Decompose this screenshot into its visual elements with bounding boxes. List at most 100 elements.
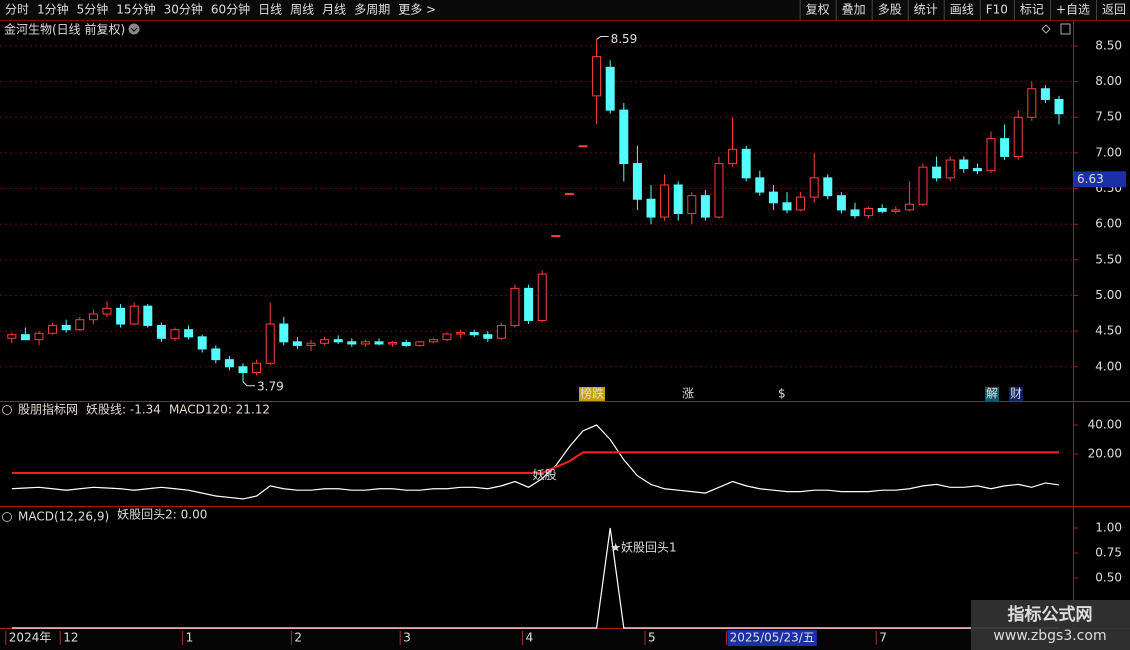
- tool-button[interactable]: 叠加: [842, 3, 866, 17]
- tool-button[interactable]: +自选: [1056, 3, 1090, 17]
- diamond-icon: [1041, 24, 1051, 34]
- watermark-bg: [971, 600, 1130, 650]
- event-bg: [777, 387, 787, 401]
- candle-body: [700, 195, 710, 218]
- event-bg: [681, 387, 696, 401]
- candle-body: [646, 198, 656, 218]
- candle-body: [972, 168, 982, 172]
- candle-body: [605, 66, 615, 111]
- candle-body: [551, 235, 561, 238]
- candle-body: [34, 332, 44, 341]
- candle-body: [20, 334, 30, 341]
- period-tab[interactable]: 更多 >: [398, 3, 436, 17]
- candle-body: [374, 341, 384, 345]
- date-label: 5: [648, 631, 656, 645]
- period-tab[interactable]: 5分钟: [77, 2, 109, 17]
- candle-body: [211, 348, 221, 361]
- period-tab[interactable]: 60分钟: [211, 2, 250, 17]
- candle-body: [388, 342, 398, 345]
- event-marker[interactable]: 财: [1010, 387, 1022, 401]
- indicator-line: [11, 527, 1059, 629]
- y-tick-label: 8.00: [1095, 74, 1122, 88]
- candle-body: [224, 359, 234, 368]
- price-tag-bg: [1074, 171, 1126, 188]
- period-tab[interactable]: 周线: [290, 3, 314, 17]
- max-pointer: [596, 36, 609, 40]
- candle-body: [918, 166, 928, 205]
- period-tab[interactable]: 分时: [5, 3, 29, 17]
- candle-body: [496, 324, 506, 339]
- candle-body: [768, 191, 778, 204]
- tool-button[interactable]: 标记: [1020, 3, 1044, 17]
- candle-body: [252, 362, 262, 373]
- period-tab[interactable]: 多周期: [354, 3, 390, 17]
- tool-button[interactable]: F10: [986, 3, 1008, 17]
- tool-button[interactable]: 返回: [1102, 3, 1126, 17]
- candle-body: [809, 177, 819, 198]
- y-tick-label: 6.00: [1095, 217, 1122, 231]
- max-label: 8.59: [611, 32, 638, 46]
- watermark-url: www.zbgs3.com: [993, 628, 1106, 644]
- event-marker[interactable]: 涨: [682, 386, 694, 401]
- date-label: 7: [879, 631, 887, 645]
- candle-body: [88, 313, 98, 321]
- candle-body: [660, 184, 670, 218]
- event-bg: [1009, 387, 1024, 401]
- period-tab[interactable]: 日线: [258, 3, 282, 17]
- period-tab[interactable]: 30分钟: [164, 2, 203, 17]
- candle-body: [320, 339, 330, 344]
- candle-body: [524, 287, 534, 321]
- candle-body: [823, 177, 833, 197]
- candle-body: [592, 56, 602, 97]
- y-tick-label: 7.50: [1095, 110, 1122, 124]
- date-label: 3: [403, 631, 411, 645]
- event-marker[interactable]: $: [778, 387, 786, 401]
- min-pointer: [242, 381, 255, 387]
- candle-body: [197, 336, 207, 350]
- candle-body: [850, 209, 860, 217]
- candle-body: [428, 339, 438, 343]
- candle-body: [619, 109, 629, 165]
- tool-button[interactable]: 多股: [878, 3, 902, 17]
- y-tick-label: 4.50: [1095, 324, 1122, 338]
- date-label: 12: [63, 631, 78, 645]
- period-tab[interactable]: 1分钟: [37, 2, 69, 17]
- tool-button[interactable]: 复权: [806, 3, 830, 17]
- candle-body: [360, 341, 370, 345]
- event-bg: [985, 387, 1000, 401]
- candle-body: [578, 145, 588, 148]
- candle-body: [932, 166, 942, 179]
- indicator-line: [11, 424, 1060, 500]
- legend-entry: 妖股线: -1.34: [86, 403, 161, 417]
- candle-body: [1000, 138, 1010, 157]
- candle-body: [238, 366, 248, 373]
- candle-body: [116, 307, 126, 325]
- y-tick-label: 0.75: [1095, 546, 1122, 560]
- candle-body: [347, 341, 357, 345]
- candle-body: [442, 333, 452, 341]
- event-marker[interactable]: 榜跌: [580, 386, 604, 401]
- candle-body: [891, 209, 901, 212]
- tool-button[interactable]: 统计: [914, 3, 938, 17]
- candle-body: [537, 273, 547, 321]
- candle-body: [714, 163, 724, 218]
- panel-icon: [1060, 23, 1071, 35]
- candle-body: [687, 195, 697, 214]
- date-label: 4: [526, 631, 534, 645]
- candle-body: [510, 287, 520, 326]
- y-tick-label: 5.00: [1095, 288, 1122, 302]
- candle-body: [1040, 88, 1050, 100]
- y-tick-label: 7.00: [1095, 145, 1122, 159]
- period-tab[interactable]: 15分钟: [116, 2, 155, 17]
- indicator-line: [11, 451, 1059, 474]
- tool-button[interactable]: 画线: [950, 3, 974, 17]
- period-tab[interactable]: 月线: [322, 3, 346, 17]
- candle-body: [755, 177, 765, 193]
- candle-body: [483, 334, 493, 339]
- title-icon-arrow: [130, 27, 138, 32]
- event-marker[interactable]: 解: [986, 387, 998, 401]
- date-label: 2024年: [9, 631, 52, 645]
- y-tick-label: 8.50: [1095, 38, 1122, 52]
- candle-body: [728, 148, 738, 165]
